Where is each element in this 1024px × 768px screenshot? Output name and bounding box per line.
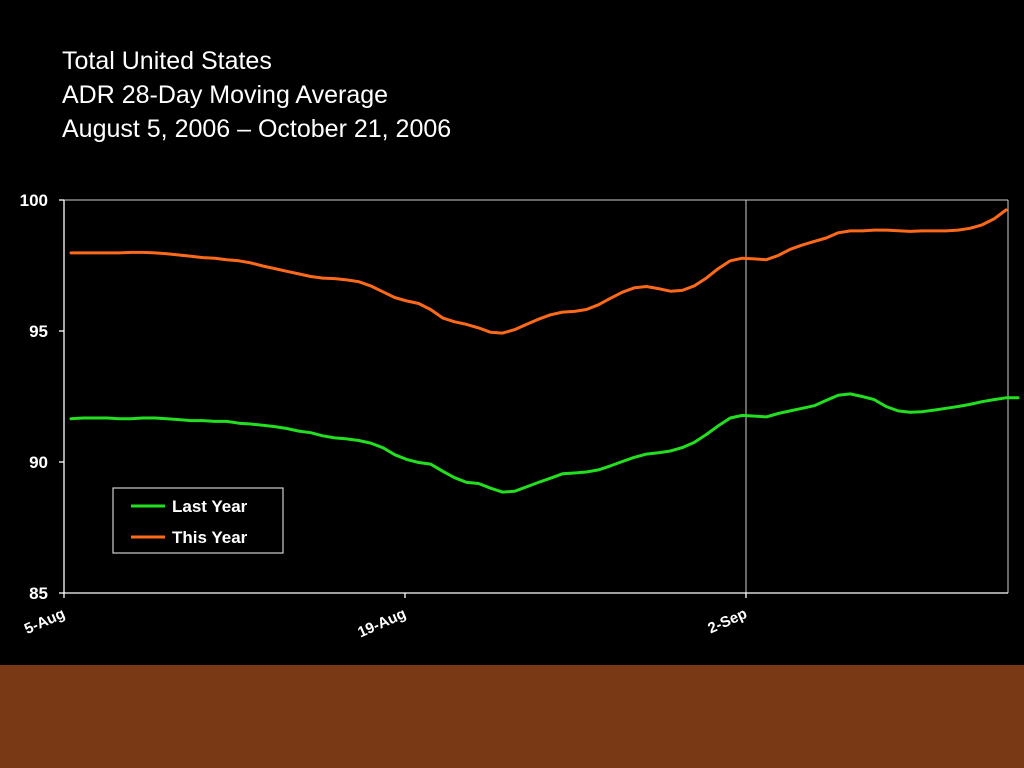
footer-band [0,665,1024,768]
legend-label-1: This Year [172,528,248,547]
y-tick-label-90: 90 [29,453,48,472]
x-tick-label-5-Aug: 5-Aug [22,605,68,638]
gridlines [745,200,747,593]
line-chart: 8590951005-Aug19-Aug2-Sep16-Sep30-Sep14-… [20,191,1020,641]
x-tick-label-19-Aug: 19-Aug [355,605,408,641]
axes: 8590951005-Aug19-Aug2-Sep16-Sep30-Sep14-… [20,191,1009,641]
slide-title: Total United States ADR 28-Day Moving Av… [62,44,451,146]
series-line-this-year [69,208,1008,335]
legend-label-0: Last Year [172,497,248,516]
legend-box [112,487,284,554]
x-tick-label-2-Sep: 2-Sep [705,605,749,637]
y-tick-label-100: 100 [20,191,48,210]
title-line-3: August 5, 2006 – October 21, 2006 [62,115,452,143]
series-lines [69,208,1020,494]
title-line-2: ADR 28-Day Moving Average [62,81,389,109]
y-tick-label-85: 85 [29,584,48,603]
series-line-last-year [69,392,1020,494]
legend: Last Year This Year [112,487,284,554]
y-tick-label-95: 95 [29,322,48,341]
title-line-1: Total United States [62,47,272,75]
